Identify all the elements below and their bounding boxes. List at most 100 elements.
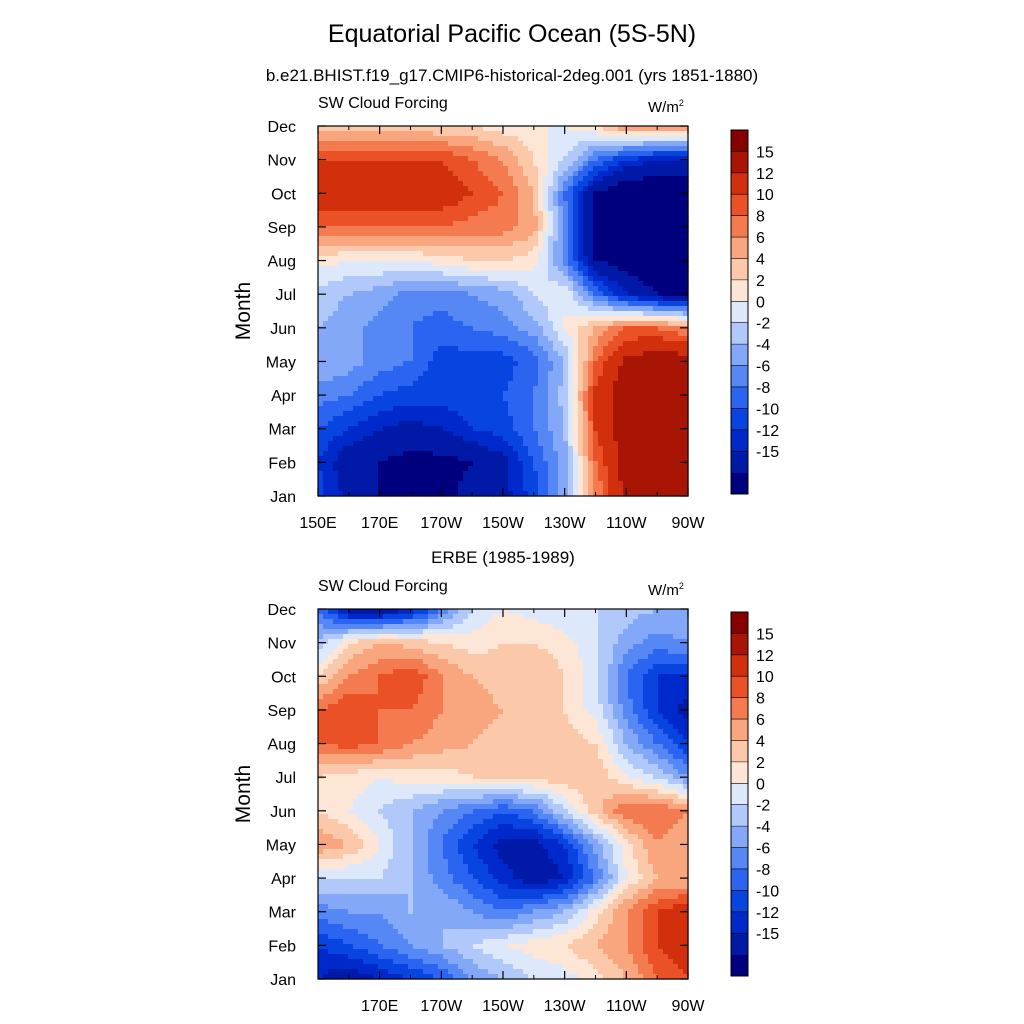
heatmap-cell [453, 271, 459, 277]
heatmap-cell [623, 456, 629, 462]
heatmap-cell [503, 156, 509, 162]
heatmap-cell [543, 401, 549, 407]
heatmap-cell [663, 281, 669, 287]
heatmap-cell [363, 166, 369, 172]
heatmap-cell [648, 126, 654, 132]
heatmap-cell [433, 411, 439, 417]
heatmap-cell [358, 196, 364, 202]
heatmap-cell [583, 431, 589, 437]
heatmap-cell [598, 411, 604, 417]
heatmap-cell [338, 366, 344, 372]
heatmap-cell [613, 151, 619, 157]
heatmap-cell [493, 376, 499, 382]
heatmap-cell [668, 416, 674, 422]
heatmap-cell [593, 361, 599, 367]
heatmap-cell [503, 401, 509, 407]
heatmap-cell [498, 156, 504, 162]
heatmap-cell [423, 201, 429, 207]
heatmap-cell [458, 456, 464, 462]
heatmap-cell [543, 321, 549, 327]
heatmap-cell [413, 161, 419, 167]
heatmap-cell [683, 136, 689, 142]
heatmap-cell [413, 356, 419, 362]
heatmap-cell [483, 271, 489, 277]
heatmap-cell [338, 346, 344, 352]
heatmap-cell [628, 181, 634, 187]
heatmap-cell [643, 131, 649, 137]
heatmap-cell [323, 336, 329, 342]
heatmap-cell [658, 251, 664, 257]
heatmap-cell [678, 301, 684, 307]
heatmap-cell [463, 256, 469, 262]
heatmap-cell [513, 416, 519, 422]
heatmap-cell [418, 166, 424, 172]
heatmap-cell [458, 406, 464, 412]
heatmap-cell [558, 266, 564, 272]
heatmap-cell [488, 361, 494, 367]
heatmap-cell [558, 321, 564, 327]
heatmap-cell [628, 246, 634, 252]
heatmap-cell [353, 171, 359, 177]
heatmap-cell [328, 311, 334, 317]
heatmap-cell [323, 356, 329, 362]
heatmap-cell [643, 456, 649, 462]
heatmap-cell [513, 386, 519, 392]
heatmap-cell [568, 276, 574, 282]
heatmap-cell [523, 206, 529, 212]
heatmap-cell [318, 391, 324, 397]
heatmap-cell [323, 221, 329, 227]
heatmap-cell [498, 411, 504, 417]
heatmap-cell [633, 191, 639, 197]
heatmap-cell [523, 361, 529, 367]
heatmap-cell [328, 126, 334, 132]
heatmap-cell [483, 226, 489, 232]
heatmap-cell [483, 291, 489, 297]
heatmap-cell [368, 271, 374, 277]
heatmap-cell [458, 201, 464, 207]
heatmap-cell [533, 141, 539, 147]
heatmap-cell [503, 446, 509, 452]
heatmap-cell [678, 126, 684, 132]
heatmap-cell [643, 351, 649, 357]
heatmap-cell [683, 246, 689, 252]
heatmap-cell [578, 416, 584, 422]
heatmap-cell [423, 276, 429, 282]
heatmap-cell [368, 166, 374, 172]
heatmap-cell [393, 186, 399, 192]
heatmap-cell [443, 186, 449, 192]
heatmap-cell [473, 316, 479, 322]
heatmap-cell [383, 221, 389, 227]
heatmap-cell [343, 126, 349, 132]
heatmap-cell [413, 281, 419, 287]
heatmap-cell [603, 396, 609, 402]
heatmap-cell [553, 341, 559, 347]
heatmap-cell [623, 196, 629, 202]
heatmap-cell [503, 436, 509, 442]
heatmap-cell [583, 231, 589, 237]
heatmap-cell [413, 451, 419, 457]
heatmap-cell [348, 461, 354, 467]
heatmap-cell [483, 136, 489, 142]
heatmap-cell [363, 376, 369, 382]
heatmap-cell [528, 346, 534, 352]
heatmap-cell [403, 206, 409, 212]
heatmap-cell [438, 276, 444, 282]
heatmap-cell [643, 236, 649, 242]
heatmap-cell [668, 231, 674, 237]
heatmap-cell [643, 386, 649, 392]
heatmap-cell [418, 271, 424, 277]
heatmap-cell [368, 386, 374, 392]
heatmap-cell [683, 326, 689, 332]
heatmap-cell [583, 131, 589, 137]
heatmap-cell [443, 286, 449, 292]
heatmap-cell [683, 271, 689, 277]
heatmap-cell [518, 251, 524, 257]
heatmap-cell [573, 416, 579, 422]
heatmap-cell [348, 221, 354, 227]
heatmap-cell [618, 366, 624, 372]
heatmap-cell [468, 416, 474, 422]
heatmap-cell [408, 161, 414, 167]
heatmap-cell [543, 366, 549, 372]
heatmap-cell [413, 331, 419, 337]
heatmap-cell [603, 351, 609, 357]
